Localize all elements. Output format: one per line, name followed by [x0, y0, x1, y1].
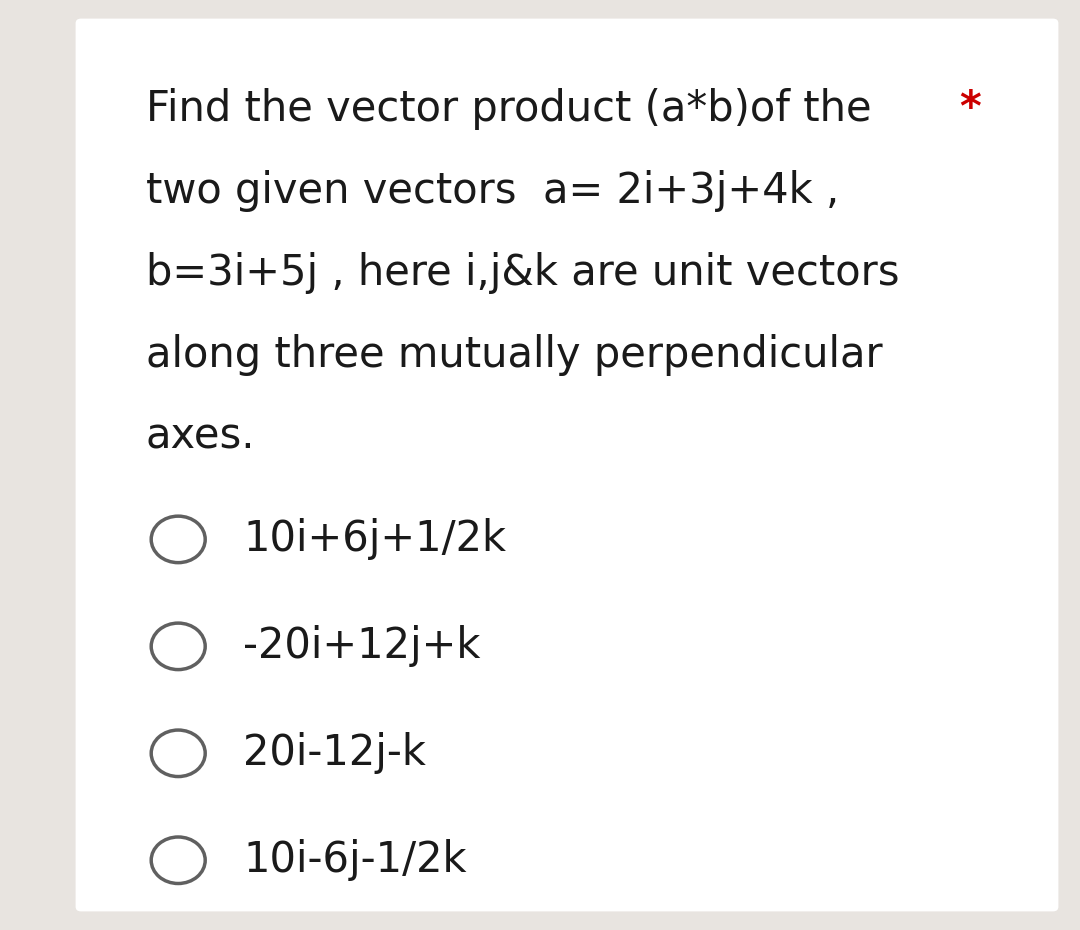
- FancyBboxPatch shape: [76, 19, 1058, 911]
- Text: Find the vector product (a*b)of the: Find the vector product (a*b)of the: [146, 88, 872, 130]
- Text: -20i+12j+k: -20i+12j+k: [243, 625, 481, 668]
- Text: 10i-6j-1/2k: 10i-6j-1/2k: [243, 839, 467, 882]
- Text: two given vectors  a= 2i+3j+4k ,: two given vectors a= 2i+3j+4k ,: [146, 170, 839, 212]
- Text: 20i-12j-k: 20i-12j-k: [243, 732, 426, 775]
- Text: 10i+6j+1/2k: 10i+6j+1/2k: [243, 518, 507, 561]
- Text: axes.: axes.: [146, 416, 255, 458]
- Text: *: *: [959, 88, 981, 130]
- Text: b=3i+5j , here i,j&k are unit vectors: b=3i+5j , here i,j&k are unit vectors: [146, 252, 900, 294]
- Text: along three mutually perpendicular: along three mutually perpendicular: [146, 334, 882, 376]
